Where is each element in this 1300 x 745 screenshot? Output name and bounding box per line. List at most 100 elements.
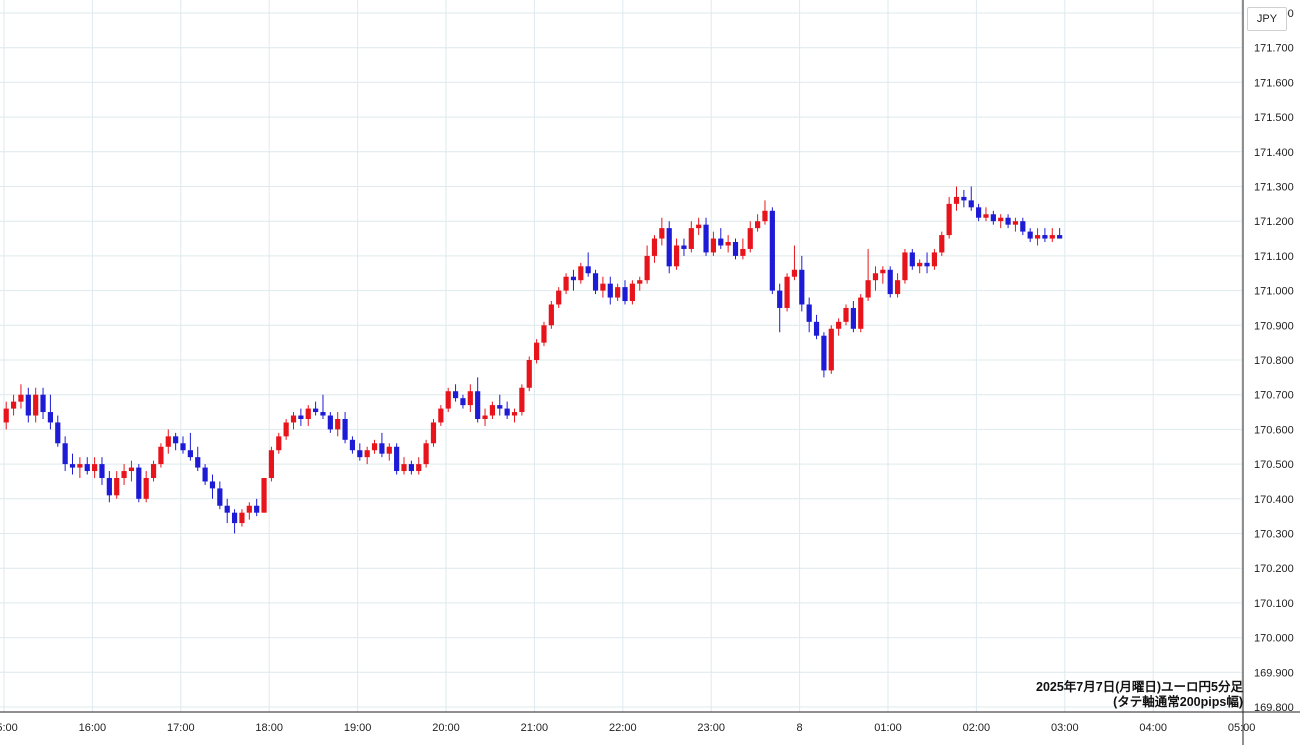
candle — [850, 301, 856, 333]
y-tick-label: 170.400 — [1254, 494, 1294, 506]
candle — [1027, 228, 1033, 243]
candle — [592, 269, 599, 295]
candle — [430, 418, 437, 447]
candle — [976, 203, 982, 222]
candle — [69, 453, 76, 475]
candle — [114, 471, 120, 499]
candle — [467, 384, 473, 413]
candle — [710, 231, 717, 256]
candle — [445, 387, 451, 413]
candle — [1057, 228, 1063, 239]
candle — [62, 436, 68, 472]
currency-label[interactable]: JPY — [1247, 7, 1287, 31]
candle — [84, 457, 90, 475]
y-tick-label: 171.500 — [1254, 112, 1294, 124]
candle — [740, 238, 746, 260]
candle — [924, 252, 930, 274]
candle — [202, 464, 208, 485]
candle — [239, 509, 245, 527]
x-tick-label: 8 — [797, 722, 803, 734]
candle — [3, 401, 9, 430]
candle — [762, 200, 768, 225]
caption-line1: 2025年7月7日(月曜日)ユーロ円5分足 — [1036, 680, 1243, 694]
candle — [173, 432, 179, 451]
candle — [394, 443, 400, 475]
y-tick-label: 170.300 — [1254, 529, 1294, 541]
candle — [47, 394, 54, 430]
candle — [961, 189, 967, 208]
candle — [460, 394, 466, 409]
candle — [371, 439, 378, 454]
x-tick-label: 22:00 — [609, 722, 637, 734]
candle — [224, 498, 230, 524]
candle — [33, 387, 39, 423]
candle — [305, 405, 311, 426]
candle — [872, 266, 879, 291]
y-tick-label: 171.200 — [1254, 216, 1294, 228]
y-tick-label: 170.900 — [1254, 320, 1294, 332]
x-tick-label: 16:00 — [79, 722, 107, 734]
candle — [18, 384, 24, 409]
candle — [946, 196, 952, 239]
candle — [541, 321, 547, 347]
x-tick-label: 02:00 — [963, 722, 991, 734]
candle — [268, 446, 275, 482]
candle — [349, 436, 356, 454]
candle — [534, 339, 540, 364]
candle — [526, 356, 532, 392]
candle — [519, 384, 525, 416]
candle — [917, 259, 923, 274]
candle — [622, 280, 628, 305]
candle — [703, 217, 709, 256]
candle — [408, 460, 414, 475]
candle — [548, 301, 554, 329]
candle — [629, 280, 635, 305]
candle — [209, 474, 216, 499]
candle — [246, 502, 252, 520]
candle — [92, 457, 98, 478]
candle — [909, 248, 915, 270]
candle — [585, 252, 591, 277]
candle — [725, 235, 731, 253]
x-tick-label: 17:00 — [167, 722, 195, 734]
candle — [504, 401, 510, 419]
y-tick-label: 169.900 — [1254, 667, 1294, 679]
candle — [607, 276, 613, 305]
candle — [644, 245, 650, 284]
candle — [379, 432, 385, 458]
candle — [150, 460, 157, 482]
candle — [673, 238, 680, 270]
candle — [482, 408, 488, 426]
x-tick-label: 05:00 — [1228, 722, 1256, 734]
y-tick-label: 171.400 — [1254, 147, 1294, 159]
candle — [1012, 217, 1019, 232]
candle — [902, 248, 908, 284]
y-tick-label: 171.700 — [1254, 43, 1294, 55]
y-tick-label: 170.200 — [1254, 563, 1294, 575]
candle — [615, 283, 621, 302]
candle — [1020, 217, 1026, 236]
candle — [452, 384, 459, 402]
y-tick-label: 170.000 — [1254, 633, 1294, 645]
candle — [187, 432, 193, 461]
candle — [423, 439, 429, 468]
candle — [718, 228, 724, 249]
candle — [637, 276, 643, 291]
chart-caption: 2025年7月7日(月曜日)ユーロ円5分足 (タテ軸通常200pips幅) — [1036, 680, 1243, 710]
candle — [570, 269, 577, 291]
candle — [784, 273, 790, 312]
y-tick-label: 171.600 — [1254, 77, 1294, 89]
y-tick-label: 170.800 — [1254, 355, 1294, 367]
candle — [511, 408, 518, 423]
candle — [865, 248, 871, 302]
x-tick-label: 04:00 — [1139, 722, 1167, 734]
candle — [25, 387, 31, 423]
candle — [791, 245, 798, 281]
candle — [180, 436, 186, 454]
candle — [261, 477, 267, 513]
candle — [828, 325, 834, 374]
candle — [821, 332, 827, 378]
candle — [128, 460, 135, 482]
y-tick-label: 169.800 — [1254, 702, 1294, 714]
candle — [283, 418, 289, 440]
